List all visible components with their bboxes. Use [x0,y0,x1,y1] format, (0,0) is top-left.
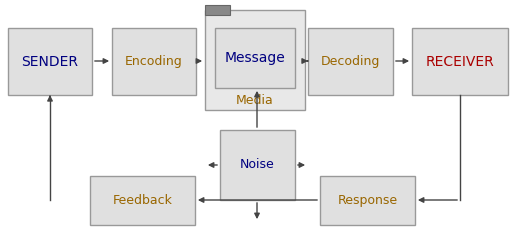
Text: Response: Response [337,194,397,207]
Text: Decoding: Decoding [321,55,380,68]
Bar [90,176,195,225]
Bar [215,28,295,88]
Bar [205,5,230,15]
Text: Encoding: Encoding [125,55,183,68]
Text: Media: Media [236,94,274,106]
Text: SENDER: SENDER [22,55,78,68]
Text: Noise: Noise [240,158,275,172]
Bar [412,28,508,95]
Bar [320,176,415,225]
Bar [8,28,92,95]
Bar [205,10,305,110]
Bar [112,28,196,95]
Text: Message: Message [224,51,285,65]
Text: RECEIVER: RECEIVER [426,55,494,68]
Text: Feedback: Feedback [112,194,172,207]
Bar [220,130,295,200]
Bar [308,28,393,95]
